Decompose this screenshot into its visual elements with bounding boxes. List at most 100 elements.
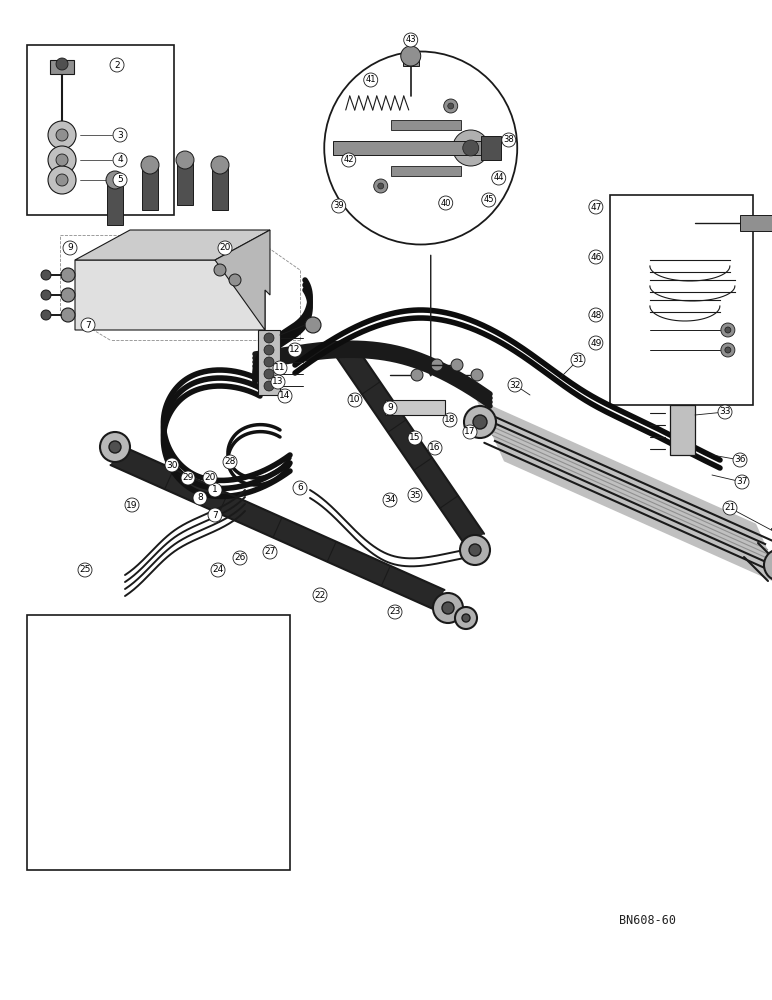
Circle shape [56,129,68,141]
Text: 38: 38 [503,135,514,144]
Text: 34: 34 [384,495,396,504]
Circle shape [383,493,397,507]
Text: 21: 21 [724,504,736,512]
Circle shape [56,174,68,186]
Circle shape [411,369,423,381]
Circle shape [408,488,422,502]
Circle shape [508,378,522,392]
Circle shape [208,508,222,522]
Circle shape [110,58,124,72]
Text: 9: 9 [67,243,73,252]
Text: 19: 19 [127,500,137,510]
Circle shape [56,154,68,166]
Text: 32: 32 [510,380,520,389]
Circle shape [725,327,731,333]
Circle shape [113,128,127,142]
Bar [610,195,753,405]
Circle shape [733,453,747,467]
Circle shape [452,130,489,166]
Circle shape [273,361,287,375]
Text: 42: 42 [344,155,354,164]
Text: 9: 9 [387,403,393,412]
Circle shape [735,475,749,489]
Circle shape [141,156,159,174]
Circle shape [41,290,51,300]
Circle shape [113,173,127,187]
Circle shape [401,46,421,66]
Circle shape [165,458,179,472]
Circle shape [208,483,222,497]
Circle shape [589,250,603,264]
Circle shape [428,441,442,455]
Polygon shape [481,136,501,160]
Text: 11: 11 [274,363,286,372]
Circle shape [264,333,274,343]
Circle shape [718,405,732,419]
Circle shape [229,274,241,286]
Circle shape [324,51,517,244]
Text: 28: 28 [225,458,235,466]
Polygon shape [142,165,158,210]
Circle shape [214,264,226,276]
Text: 20: 20 [219,243,231,252]
Polygon shape [333,141,481,155]
Polygon shape [212,165,228,210]
Circle shape [63,241,77,255]
Circle shape [264,381,274,391]
Circle shape [313,588,327,602]
Circle shape [113,153,127,167]
Circle shape [48,121,76,149]
Circle shape [233,551,247,565]
Text: 12: 12 [290,346,300,355]
Circle shape [278,389,292,403]
Circle shape [408,431,422,445]
Circle shape [41,270,51,280]
Text: 8: 8 [197,493,203,502]
Circle shape [723,501,737,515]
Circle shape [442,602,454,614]
Circle shape [193,491,207,505]
Polygon shape [110,445,445,610]
Circle shape [431,359,443,371]
Polygon shape [75,260,265,330]
Text: 22: 22 [314,590,326,599]
Text: 13: 13 [273,377,284,386]
Bar [258,330,280,395]
Circle shape [438,196,452,210]
Text: 7: 7 [85,320,91,330]
Text: 31: 31 [572,356,584,364]
Circle shape [502,133,516,147]
Text: 44: 44 [493,174,504,182]
Circle shape [378,183,384,189]
Text: 30: 30 [166,460,178,470]
Circle shape [725,347,731,353]
Circle shape [364,73,378,87]
Polygon shape [75,230,270,260]
Circle shape [263,545,277,559]
Text: 10: 10 [349,395,361,404]
Circle shape [176,151,194,169]
Text: 36: 36 [734,456,746,464]
Text: 33: 33 [720,408,731,416]
Polygon shape [177,160,193,205]
Text: 27: 27 [264,548,276,556]
Text: 1: 1 [212,486,218,494]
Circle shape [100,432,130,462]
Bar [670,405,695,455]
Circle shape [348,393,362,407]
Polygon shape [391,120,461,130]
Text: 46: 46 [590,252,601,261]
Text: 37: 37 [736,478,748,487]
Circle shape [109,441,121,453]
Bar [27,615,289,870]
Text: 18: 18 [444,416,455,424]
Circle shape [721,323,735,337]
Circle shape [48,166,76,194]
Text: 3: 3 [117,130,123,139]
Circle shape [223,455,237,469]
Circle shape [448,103,454,109]
Text: 47: 47 [590,202,601,212]
Circle shape [56,58,68,70]
Circle shape [305,317,321,333]
Circle shape [218,241,232,255]
